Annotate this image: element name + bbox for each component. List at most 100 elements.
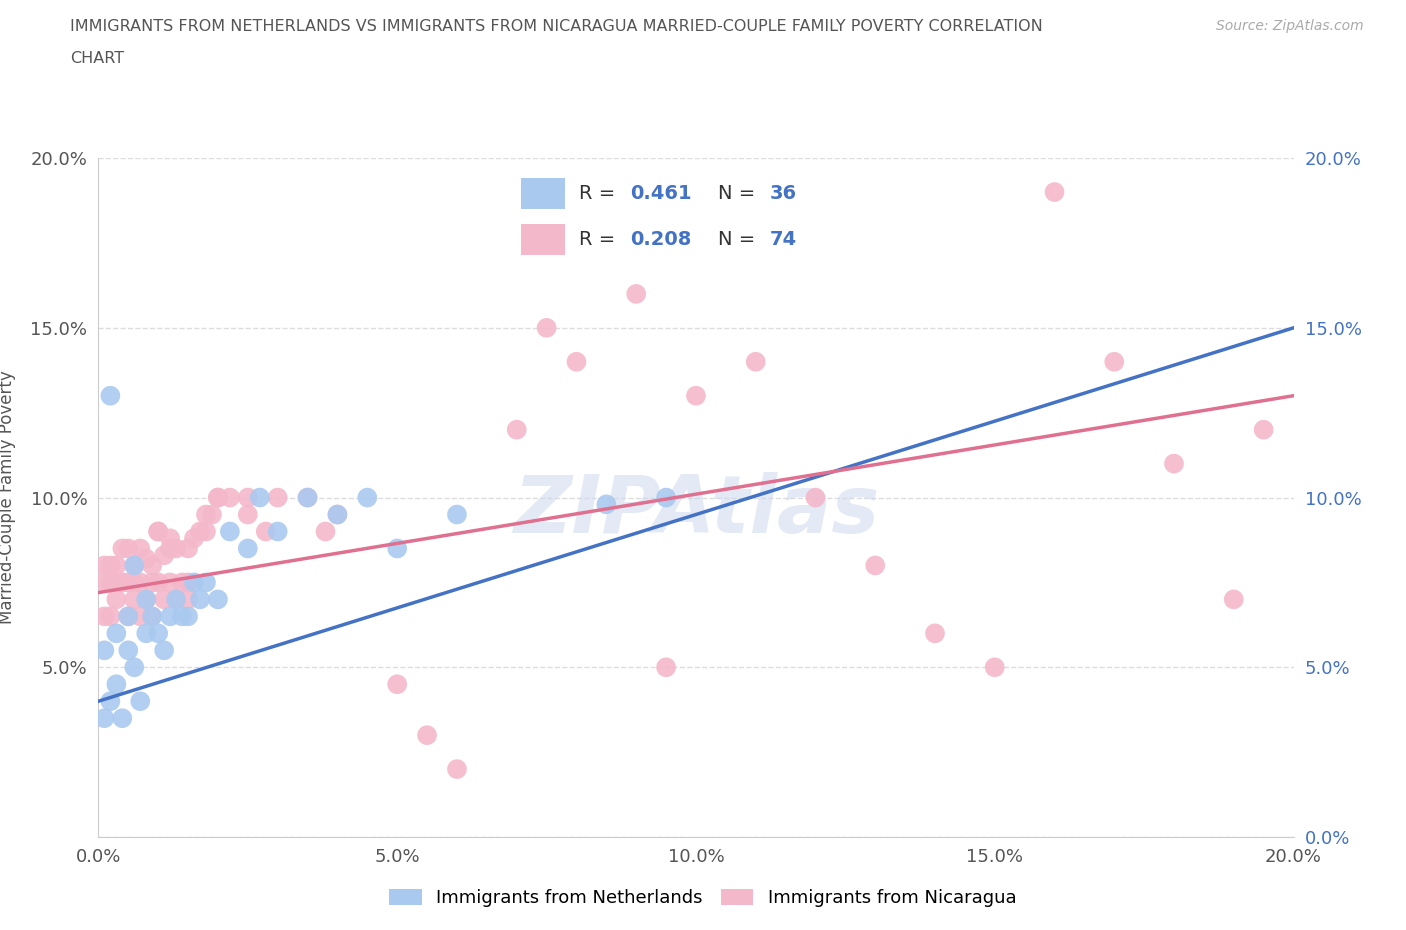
- Point: [326, 507, 349, 522]
- Point: [159, 541, 181, 556]
- Point: [141, 575, 163, 590]
- Point: [111, 575, 134, 590]
- Point: [129, 575, 152, 590]
- Point: [385, 677, 409, 692]
- Legend: Immigrants from Netherlands, Immigrants from Nicaragua: Immigrants from Netherlands, Immigrants …: [381, 880, 1025, 916]
- Point: [506, 422, 529, 437]
- Point: [385, 541, 409, 556]
- Point: [153, 643, 176, 658]
- Point: [865, 558, 887, 573]
- Point: [219, 490, 242, 505]
- Y-axis label: Married-Couple Family Poverty: Married-Couple Family Poverty: [0, 371, 17, 624]
- Point: [984, 660, 1007, 675]
- Point: [236, 490, 259, 505]
- Point: [111, 541, 134, 556]
- Point: [297, 490, 319, 505]
- Point: [254, 525, 277, 539]
- Point: [195, 575, 218, 590]
- Point: [105, 558, 128, 573]
- Point: [148, 626, 170, 641]
- Point: [165, 541, 187, 556]
- Point: [135, 592, 157, 607]
- Point: [141, 609, 163, 624]
- Point: [105, 575, 128, 590]
- Point: [565, 354, 588, 369]
- Point: [183, 531, 205, 546]
- Point: [446, 507, 468, 522]
- Point: [924, 626, 946, 641]
- Point: [177, 541, 200, 556]
- Point: [141, 609, 163, 624]
- Text: Source: ZipAtlas.com: Source: ZipAtlas.com: [1216, 19, 1364, 33]
- Point: [207, 592, 229, 607]
- Point: [267, 525, 290, 539]
- Point: [595, 497, 617, 512]
- Point: [124, 558, 146, 573]
- Point: [1163, 457, 1185, 472]
- Point: [195, 507, 218, 522]
- Point: [188, 592, 211, 607]
- Point: [536, 320, 558, 336]
- Text: 36: 36: [769, 184, 796, 204]
- Point: [148, 575, 170, 590]
- Point: [100, 575, 122, 590]
- Point: [135, 626, 157, 641]
- Point: [93, 711, 115, 725]
- Point: [315, 525, 337, 539]
- Point: [172, 609, 194, 624]
- Point: [267, 490, 290, 505]
- Point: [129, 609, 152, 624]
- Point: [105, 677, 128, 692]
- Point: [124, 558, 146, 573]
- Text: N =: N =: [718, 230, 762, 249]
- Point: [153, 592, 176, 607]
- Point: [804, 490, 827, 505]
- Point: [105, 592, 128, 607]
- Point: [446, 762, 468, 777]
- Point: [100, 609, 122, 624]
- Point: [135, 551, 157, 566]
- Point: [111, 711, 134, 725]
- Text: 0.208: 0.208: [630, 230, 692, 249]
- Point: [129, 541, 152, 556]
- Point: [117, 609, 139, 624]
- Point: [297, 490, 319, 505]
- Point: [236, 541, 259, 556]
- Point: [93, 558, 115, 573]
- Point: [188, 525, 211, 539]
- Point: [1043, 185, 1066, 200]
- Point: [195, 525, 218, 539]
- Point: [117, 609, 139, 624]
- Point: [1253, 422, 1275, 437]
- Point: [416, 727, 439, 742]
- Text: 74: 74: [769, 230, 796, 249]
- Point: [207, 490, 229, 505]
- Point: [117, 643, 139, 658]
- Point: [148, 525, 170, 539]
- Point: [655, 490, 678, 505]
- Point: [685, 389, 707, 404]
- Point: [93, 575, 115, 590]
- Point: [148, 525, 170, 539]
- Text: ZIPAtlas: ZIPAtlas: [513, 472, 879, 551]
- Text: R =: R =: [579, 184, 621, 204]
- Point: [124, 575, 146, 590]
- Text: CHART: CHART: [70, 51, 124, 66]
- Point: [117, 541, 139, 556]
- Point: [159, 531, 181, 546]
- Point: [100, 558, 122, 573]
- Point: [159, 575, 181, 590]
- Point: [124, 660, 146, 675]
- FancyBboxPatch shape: [520, 224, 565, 256]
- Point: [745, 354, 768, 369]
- Point: [326, 507, 349, 522]
- Point: [117, 575, 139, 590]
- Point: [1104, 354, 1126, 369]
- Point: [141, 558, 163, 573]
- Point: [135, 592, 157, 607]
- Point: [165, 592, 187, 607]
- Text: N =: N =: [718, 184, 762, 204]
- Point: [236, 507, 259, 522]
- Point: [183, 575, 205, 590]
- Point: [655, 660, 678, 675]
